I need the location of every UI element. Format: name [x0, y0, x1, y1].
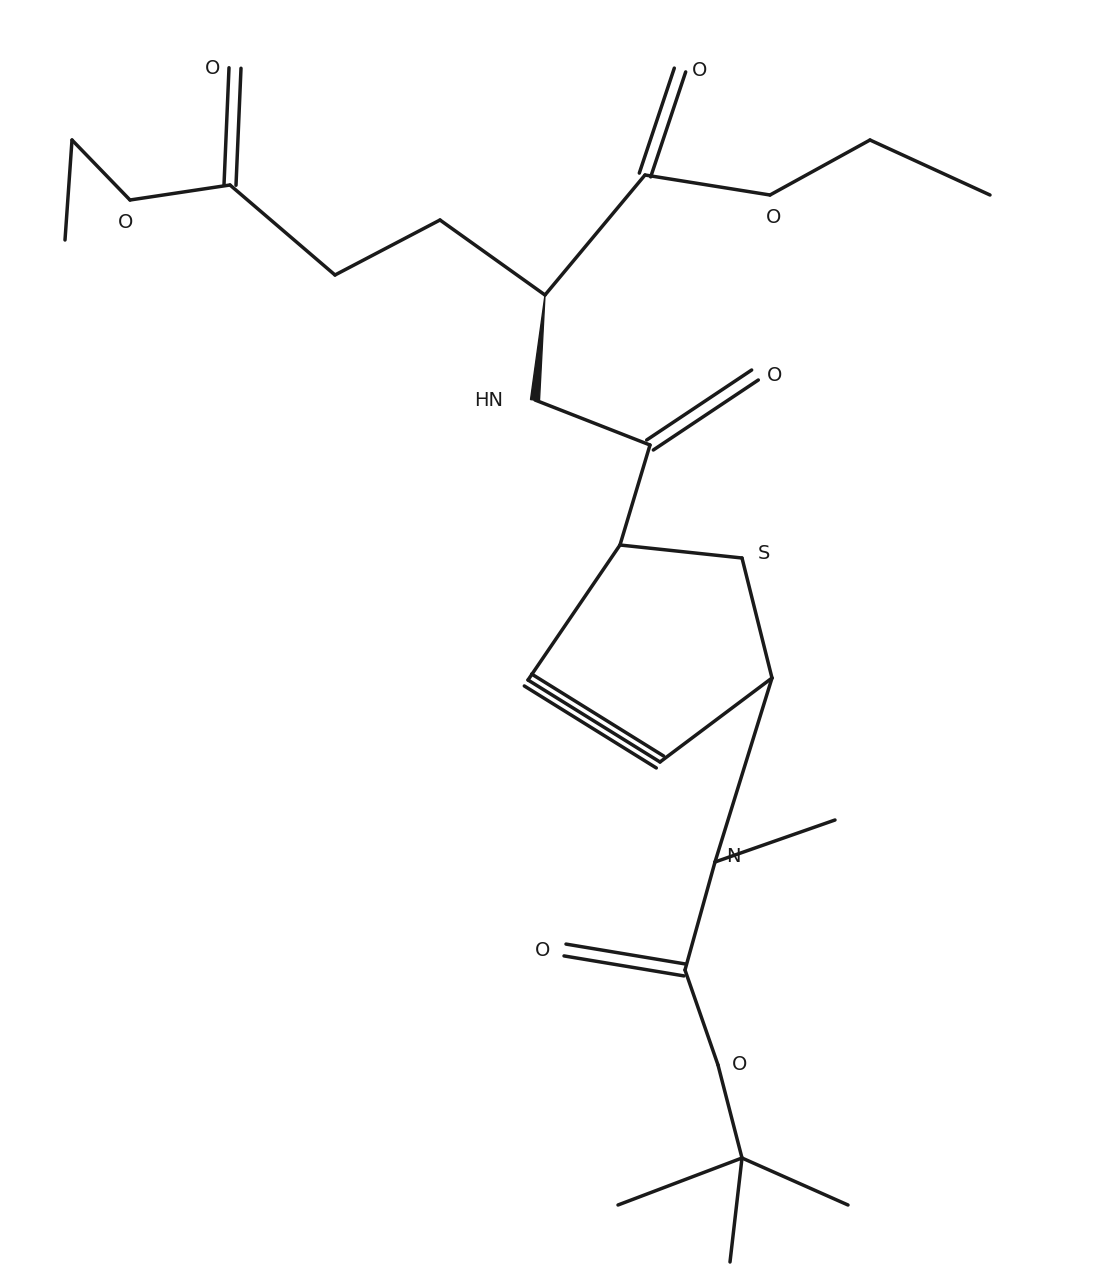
Text: O: O [205, 59, 220, 78]
Polygon shape [530, 296, 545, 400]
Text: N: N [726, 847, 741, 866]
Text: O: O [118, 213, 133, 232]
Text: O: O [767, 366, 782, 385]
Text: O: O [536, 940, 551, 959]
Text: HN: HN [474, 391, 503, 409]
Text: O: O [692, 60, 707, 79]
Text: O: O [766, 208, 781, 227]
Text: S: S [758, 544, 770, 563]
Text: O: O [733, 1055, 747, 1074]
